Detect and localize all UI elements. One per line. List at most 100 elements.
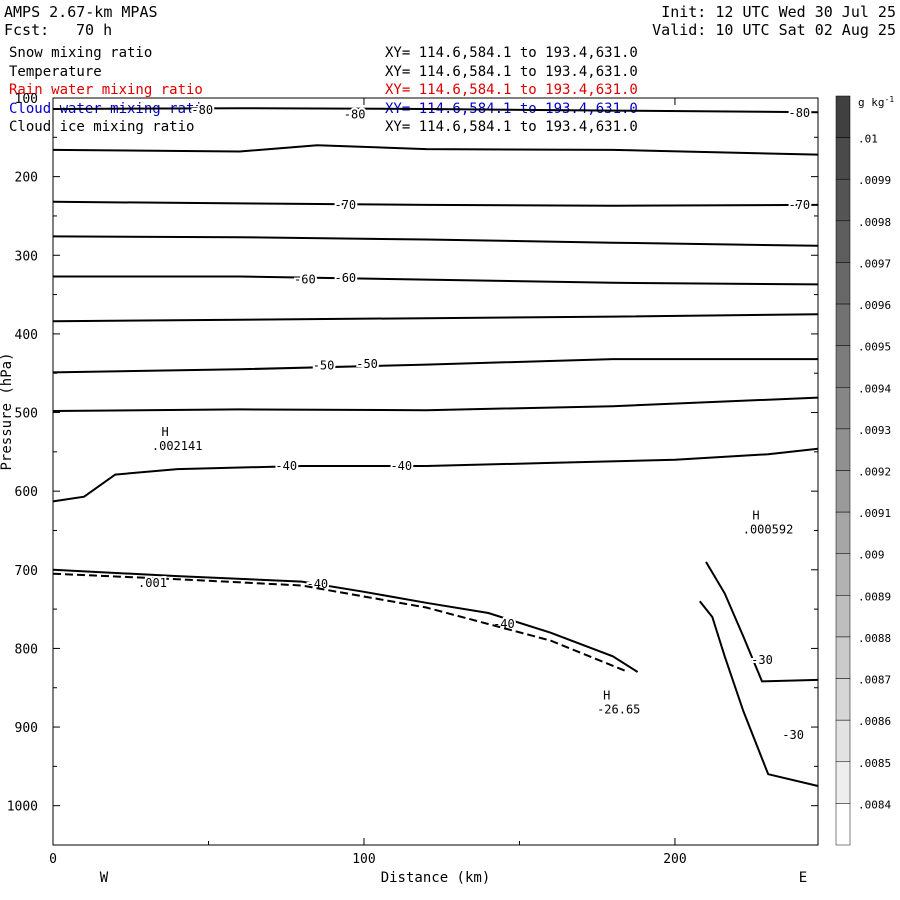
extremum-marker: H <box>752 508 759 522</box>
temperature-contour <box>699 600 819 787</box>
colorbar-label: .0093 <box>858 424 891 437</box>
colorbar-label: .0096 <box>858 299 891 312</box>
east-label: E <box>799 870 807 886</box>
colorbar-label: .009 <box>858 549 885 562</box>
colorbar-swatch <box>835 553 851 596</box>
field-xy-range: XY= 114.6,584.1 to 193.4,631.0 <box>385 82 638 98</box>
colorbar-label: .0088 <box>858 632 891 645</box>
field-name: Temperature <box>9 63 102 80</box>
colorbar-swatch <box>835 178 851 222</box>
temperature-contour <box>52 235 819 247</box>
temperature-contour-label: -60 <box>294 273 316 287</box>
field-xy-range: XY= 114.6,584.1 to 193.4,631.0 <box>385 63 638 80</box>
temperature-contour <box>52 144 819 156</box>
colorbar-swatch <box>835 95 851 138</box>
colorbar-label: .0097 <box>858 257 891 270</box>
colorbar-swatch <box>835 511 851 554</box>
y-tick-label: 500 <box>15 407 38 422</box>
colorbar-swatch <box>835 137 851 180</box>
colorbar-label: .0084 <box>858 798 891 811</box>
colorbar-unit: g kg-1 <box>858 95 894 110</box>
field-name: Snow mixing ratio <box>9 45 153 61</box>
colorbar-swatch <box>835 761 851 804</box>
y-tick-label: 400 <box>15 328 38 343</box>
temperature-contour-label: -80 <box>344 108 366 122</box>
colorbar-label: .0091 <box>858 507 891 520</box>
snow-contour-label: .001 <box>138 576 167 590</box>
x-tick-label: 0 <box>49 852 57 867</box>
colorbar-swatch <box>835 636 851 679</box>
y-tick-label: 900 <box>15 721 38 736</box>
temperature-contour-label: -60 <box>334 271 356 285</box>
y-axis-title: Pressure (hPa) <box>0 352 15 470</box>
west-label: W <box>100 870 109 886</box>
temperature-contour <box>52 107 819 114</box>
temperature-contour <box>52 568 639 673</box>
init-time: Init: 12 UTC Wed 30 Jul 25 <box>661 3 896 21</box>
temperature-contour-label: -50 <box>313 358 335 372</box>
temperature-contour-label: -30 <box>751 653 773 667</box>
field-xy-range: XY= 114.6,584.1 to 193.4,631.0 <box>385 45 638 61</box>
colorbar-label: .0089 <box>858 590 891 603</box>
colorbar-swatch <box>835 345 851 388</box>
colorbar-label: .0087 <box>858 674 891 687</box>
colorbar-label: .0094 <box>858 382 891 395</box>
y-tick-label: 600 <box>15 485 38 500</box>
temperature-contour <box>52 358 818 374</box>
x-tick-label: 100 <box>352 852 375 867</box>
temperature-contour-label: -80 <box>788 106 810 120</box>
y-tick-label: 1000 <box>7 800 38 815</box>
valid-time: Valid: 10 UTC Sat 02 Aug 25 <box>652 21 896 39</box>
snow-contour <box>52 572 629 673</box>
colorbar-label: .0095 <box>858 341 891 354</box>
temperature-contour <box>53 275 819 286</box>
x-tick-label: 200 <box>663 852 686 867</box>
colorbar-swatch <box>835 470 851 513</box>
colorbar-label: .0098 <box>858 216 891 229</box>
colorbar-label: .0086 <box>858 715 891 728</box>
extremum-value: -26.65 <box>597 702 640 716</box>
temperature-contour-label: -30 <box>782 728 804 742</box>
colorbar-swatch <box>835 220 851 263</box>
field-name: Rain water mixing ratio <box>9 82 203 98</box>
forecast-label: Fcst: <box>4 21 50 39</box>
colorbar-swatch <box>835 387 851 430</box>
colorbar-unit-exponent: -1 <box>885 95 895 104</box>
temperature-contour <box>52 313 819 323</box>
colorbar-swatch <box>835 719 851 763</box>
temperature-contour-label: -70 <box>334 198 356 212</box>
colorbar-label: .0085 <box>858 757 891 770</box>
field-name: Cloud ice mixing ratio <box>9 119 195 135</box>
colorbar-label: .0099 <box>858 174 891 187</box>
y-tick-label: 700 <box>15 564 38 579</box>
extremum-marker: H <box>603 688 610 702</box>
forecast-value: 70 h <box>76 21 113 39</box>
temperature-contour <box>52 447 819 503</box>
colorbar-label: .0092 <box>858 466 891 479</box>
colorbar-swatch <box>835 303 851 346</box>
colorbar-label: .01 <box>858 133 878 146</box>
temperature-contour <box>52 200 819 207</box>
colorbar-swatch <box>835 803 851 846</box>
y-tick-label: 200 <box>15 171 38 186</box>
colorbar-swatch <box>835 595 851 638</box>
temperature-contour <box>52 396 819 412</box>
temperature-contour-label: -80 <box>191 103 213 117</box>
temperature-contour-label: -40 <box>275 459 297 473</box>
colorbar-swatch <box>835 428 851 471</box>
y-tick-label: 100 <box>15 92 38 107</box>
colorbar-swatch <box>835 678 851 721</box>
colorbar-swatch <box>835 262 851 305</box>
temperature-contour <box>705 561 819 683</box>
temperature-contour-label: -50 <box>356 357 378 371</box>
temperature-contour-label: -40 <box>390 459 412 473</box>
extremum-value: .002141 <box>152 439 203 453</box>
plot-frame <box>52 97 819 846</box>
extremum-value: .000592 <box>743 522 794 536</box>
y-tick-label: 800 <box>15 642 38 657</box>
x-axis-title: Distance (km) <box>381 870 491 886</box>
y-tick-label: 300 <box>15 249 38 264</box>
temperature-contour-label: -70 <box>788 198 810 212</box>
model-title: AMPS 2.67-km MPAS <box>4 3 158 21</box>
